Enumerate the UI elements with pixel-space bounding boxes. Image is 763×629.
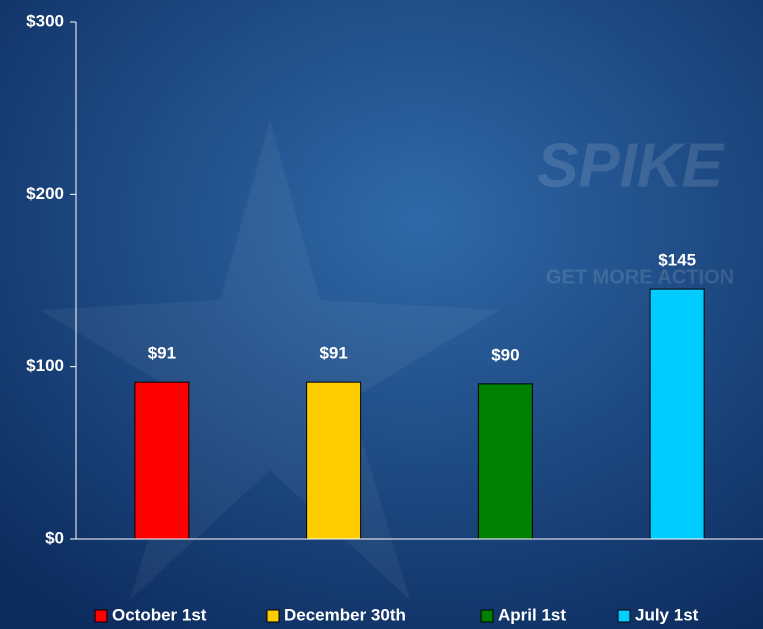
- y-tick-label: $0: [45, 528, 64, 547]
- legend-swatch: [95, 610, 107, 622]
- data-label: $91: [319, 344, 347, 363]
- chart: SPIKE GET MORE ACTION $0 $100 $200 $300 $91 $…: [0, 0, 763, 629]
- data-label: $145: [658, 251, 696, 270]
- data-label: $91: [148, 344, 176, 363]
- legend-label: October 1st: [112, 605, 207, 624]
- bar: [135, 382, 189, 539]
- y-tick-label: $100: [26, 356, 64, 375]
- legend-swatch: [481, 610, 493, 622]
- bar: [478, 384, 532, 539]
- page: SPIKE GET MORE ACTION $0 $100 $200 $300 $91 $…: [0, 0, 763, 629]
- legend-swatch: [267, 610, 279, 622]
- data-label: $90: [491, 345, 519, 364]
- bar: [307, 382, 361, 539]
- bar: [650, 289, 704, 539]
- watermark-logo: SPIKE: [537, 131, 725, 200]
- legend-label: April 1st: [498, 605, 566, 624]
- legend-label: December 30th: [284, 605, 406, 624]
- legend-label: July 1st: [635, 605, 699, 624]
- watermark-tagline: GET MORE ACTION: [546, 266, 734, 288]
- legend-swatch: [618, 610, 630, 622]
- y-tick-label: $300: [26, 11, 64, 30]
- y-tick-label: $200: [26, 184, 64, 203]
